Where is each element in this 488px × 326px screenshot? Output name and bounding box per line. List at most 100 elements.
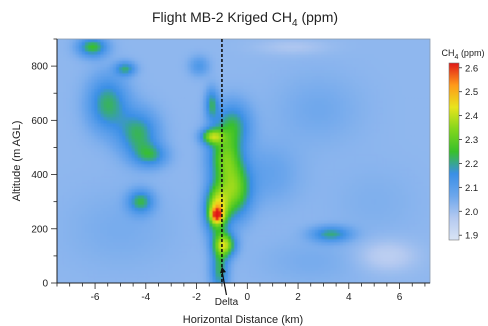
heatmap-cell <box>414 154 419 159</box>
heatmap-cell <box>259 129 263 134</box>
heatmap-cell <box>243 85 248 90</box>
heatmap-cell <box>88 139 92 143</box>
heatmap-cell <box>252 110 257 115</box>
heatmap-cell <box>125 104 130 109</box>
heatmap-cell <box>91 145 95 150</box>
heatmap-cell <box>128 167 133 171</box>
heatmap-cell <box>259 92 263 96</box>
heatmap-cell <box>81 82 86 87</box>
heatmap-cell <box>150 64 154 68</box>
heatmap-cell <box>237 101 241 106</box>
heatmap-cell <box>237 57 241 62</box>
heatmap-cell <box>420 145 425 150</box>
heatmap-cell <box>302 64 307 68</box>
heatmap-cell <box>109 45 114 49</box>
heatmap-cell <box>346 54 350 59</box>
heatmap-cell <box>112 139 117 143</box>
heatmap-cell <box>122 132 126 137</box>
heatmap-cell <box>274 73 279 78</box>
heatmap-cell <box>227 79 232 84</box>
heatmap-cell <box>60 110 64 115</box>
heatmap-cell <box>199 157 204 162</box>
heatmap-cell <box>224 70 229 75</box>
heatmap-cell <box>324 57 329 62</box>
heatmap-cell <box>314 101 319 106</box>
heatmap-cell <box>389 79 394 84</box>
heatmap-cell <box>165 45 170 49</box>
heatmap-cell <box>274 151 279 156</box>
heatmap-cell <box>144 132 148 137</box>
heatmap-cell <box>196 114 201 118</box>
heatmap-cell <box>389 132 394 137</box>
heatmap-cell <box>374 79 378 84</box>
heatmap-cell <box>370 92 375 96</box>
heatmap-cell <box>116 79 120 84</box>
heatmap-cell <box>426 110 430 115</box>
heatmap-cell <box>237 139 241 143</box>
heatmap-cell <box>218 123 223 128</box>
heatmap-cell <box>196 89 201 93</box>
heatmap-cell <box>265 85 269 90</box>
heatmap-cell <box>327 45 332 49</box>
heatmap-cell <box>255 51 260 56</box>
heatmap-cell <box>162 123 167 128</box>
heatmap-cell <box>262 42 266 46</box>
heatmap-cell <box>355 114 360 118</box>
heatmap-cell <box>97 126 102 131</box>
heatmap-cell <box>252 82 257 87</box>
heatmap-cell <box>249 51 254 56</box>
heatmap-cell <box>159 51 164 56</box>
heatmap-cell <box>72 95 77 100</box>
heatmap-cell <box>342 42 347 46</box>
heatmap-cell <box>327 79 332 84</box>
heatmap-cell <box>69 73 74 78</box>
heatmap-cell <box>144 154 148 159</box>
heatmap-cell <box>119 142 123 146</box>
heatmap-cell <box>383 120 388 125</box>
heatmap-cell <box>234 117 238 121</box>
heatmap-cell <box>330 73 335 78</box>
heatmap-cell <box>144 129 148 134</box>
heatmap-cell <box>342 107 347 112</box>
heatmap-cell <box>408 145 412 150</box>
heatmap-cell <box>321 64 325 68</box>
heatmap-cell <box>367 104 372 109</box>
heatmap-cell <box>203 107 207 112</box>
heatmap-cell <box>352 154 356 159</box>
heatmap-cell <box>252 114 257 118</box>
heatmap-cell <box>377 139 381 143</box>
heatmap-cell <box>318 64 322 68</box>
heatmap-cell <box>361 79 366 84</box>
heatmap-cell <box>116 60 120 65</box>
heatmap-cell <box>392 104 397 109</box>
heatmap-cell <box>426 89 430 93</box>
heatmap-cell <box>97 123 102 128</box>
heatmap-cell <box>212 107 217 112</box>
heatmap-cell <box>268 132 273 137</box>
heatmap-cell <box>392 123 397 128</box>
heatmap-cell <box>302 148 307 153</box>
heatmap-cell <box>265 42 269 46</box>
heatmap-cell <box>398 39 403 43</box>
heatmap-cell <box>255 98 260 103</box>
heatmap-cell <box>287 104 291 109</box>
heatmap-cell <box>66 154 71 159</box>
heatmap-cell <box>88 73 92 78</box>
heatmap-cell <box>109 85 114 90</box>
heatmap-cell <box>268 101 273 106</box>
heatmap-cell <box>128 67 133 71</box>
heatmap-cell <box>246 167 251 171</box>
heatmap-cell <box>156 39 161 43</box>
heatmap-cell <box>88 85 92 90</box>
heatmap-cell <box>314 54 319 59</box>
heatmap-cell <box>81 42 86 46</box>
heatmap-cell <box>63 139 67 143</box>
heatmap-cell <box>336 120 341 125</box>
heatmap-cell <box>231 110 235 115</box>
heatmap-cell <box>414 142 419 146</box>
heatmap-cell <box>405 132 409 137</box>
heatmap-cell <box>103 139 108 143</box>
heatmap-cell <box>103 132 108 137</box>
heatmap-cell <box>206 98 210 103</box>
heatmap-cell <box>339 123 344 128</box>
